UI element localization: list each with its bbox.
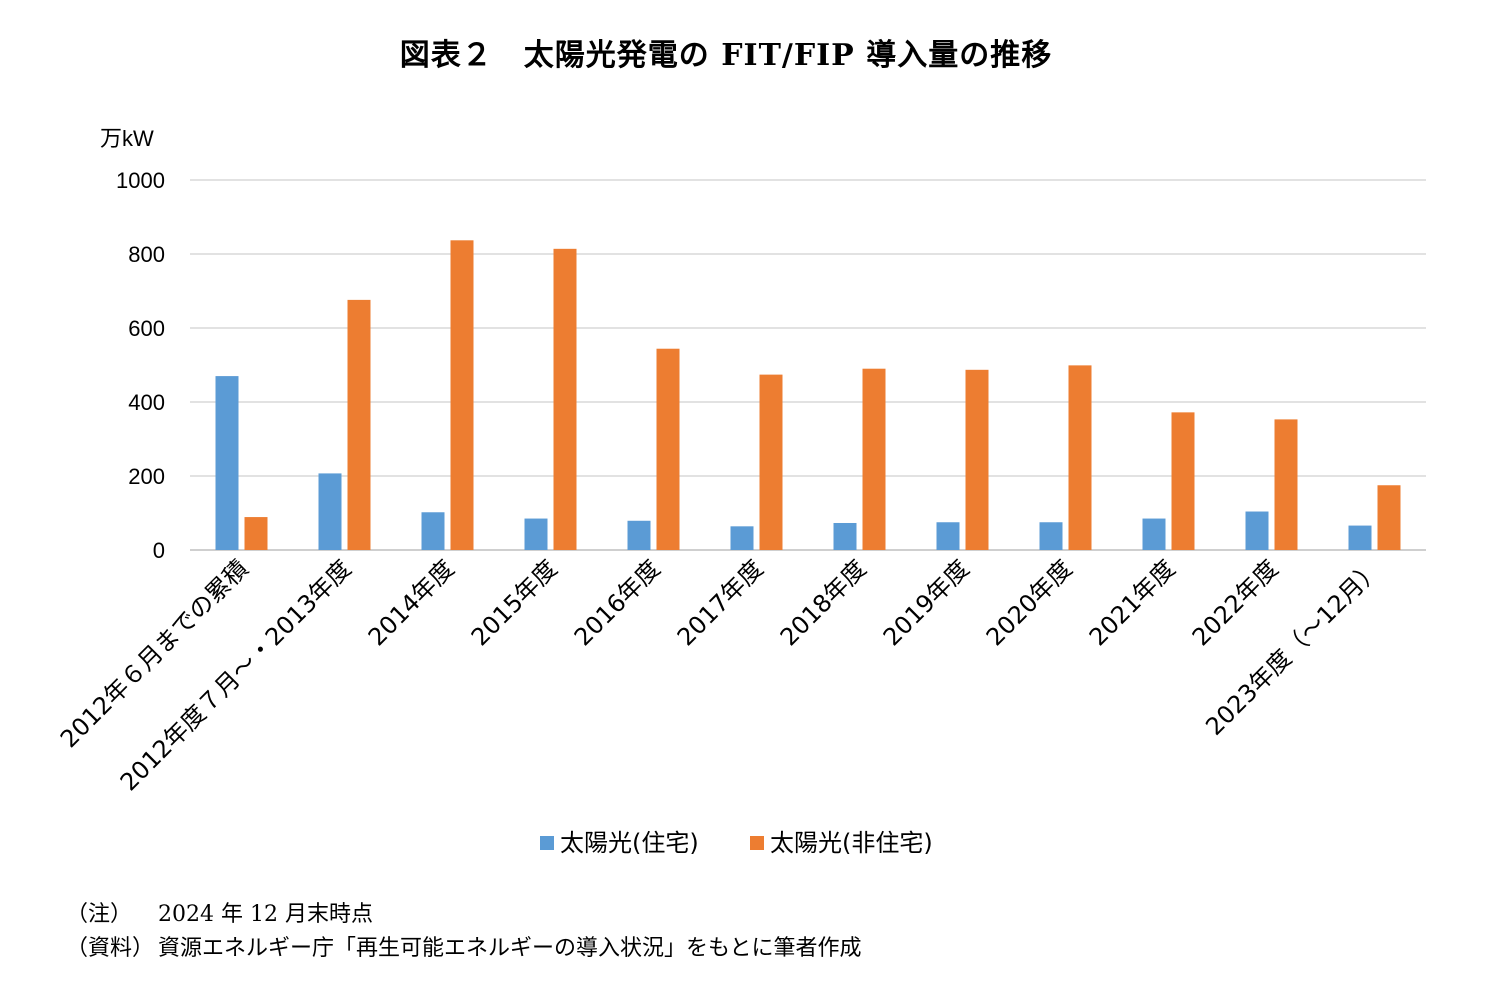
x-tick-label: 2022年度 [1187,554,1284,651]
legend-swatch [540,836,554,850]
bar-non-residential [450,240,474,550]
bar-non-residential [1274,419,1298,550]
x-tick-label: 2012年６月までの累積 [55,554,254,753]
bar-residential [627,520,651,550]
y-tick-label: 1000 [116,168,165,193]
legend: 太陽光(住宅) 太陽光(非住宅) [540,829,933,857]
bar-residential [421,512,445,550]
x-tick-label: 2015年度 [466,554,563,651]
y-tick-label: 0 [153,538,165,563]
source-label: （資料） [66,936,155,961]
bar-residential [1039,522,1063,550]
x-tick-label: 2021年度 [1084,554,1181,651]
x-tick-label: 2018年度 [775,554,872,651]
x-tick-label: 2014年度 [363,554,460,651]
legend-swatch [750,836,764,850]
bar-residential [318,473,342,550]
source-row: （資料） 資源エネルギー庁「再生可能エネルギーの導入状況」をもとに筆者作成 [66,932,862,966]
note-label: （注） [66,902,133,927]
y-axis-unit-label: 万kW [100,126,154,151]
x-tick-label: 2019年度 [878,554,975,651]
bar-non-residential [759,374,783,550]
legend-label: 太陽光(住宅) [560,829,699,857]
bar-residential [524,518,548,550]
bar-residential [936,522,960,550]
bar-residential [833,522,857,550]
y-axis-ticks: 0 200 400 600 800 1000 [116,168,165,563]
note-text: 2024 年 12 月末時点 [158,902,373,927]
x-tick-label: 2023年度（～12月） [1200,554,1386,740]
bar-residential [1245,511,1269,550]
bar-non-residential [656,348,680,550]
bar-non-residential [1171,412,1195,550]
source-text: 資源エネルギー庁「再生可能エネルギーの導入状況」をもとに筆者作成 [158,936,862,961]
y-tick-label: 200 [128,464,165,489]
y-tick-label: 400 [128,390,165,415]
bar-chart: 万kW 0 200 400 600 800 1000 2012年６月までの累積2012年度… [55,126,1426,857]
bar-non-residential [1377,485,1401,550]
bars [215,240,1401,550]
bar-non-residential [347,299,371,550]
gridlines [190,179,1426,551]
chart-title: 図表２ 太陽光発電の FIT/FIP 導入量の推移 [399,38,1053,73]
x-tick-label: 2017年度 [672,554,769,651]
x-tick-label: 2020年度 [981,554,1078,651]
bar-non-residential [1068,365,1092,550]
bar-residential [1348,525,1372,550]
bar-non-residential [965,369,989,550]
bar-non-residential [244,517,268,550]
bar-non-residential [862,368,886,550]
y-tick-label: 600 [128,316,165,341]
bar-non-residential [553,248,577,550]
bar-residential [215,376,239,550]
y-tick-label: 800 [128,242,165,267]
legend-label: 太陽光(非住宅) [770,829,933,857]
bar-residential [1142,518,1166,550]
bar-residential [730,526,754,550]
x-tick-label: 2016年度 [569,554,666,651]
notes: （注） 2024 年 12 月末時点 （資料） 資源エネルギー庁「再生可能エネル… [66,898,862,966]
note-row: （注） 2024 年 12 月末時点 [66,898,862,932]
